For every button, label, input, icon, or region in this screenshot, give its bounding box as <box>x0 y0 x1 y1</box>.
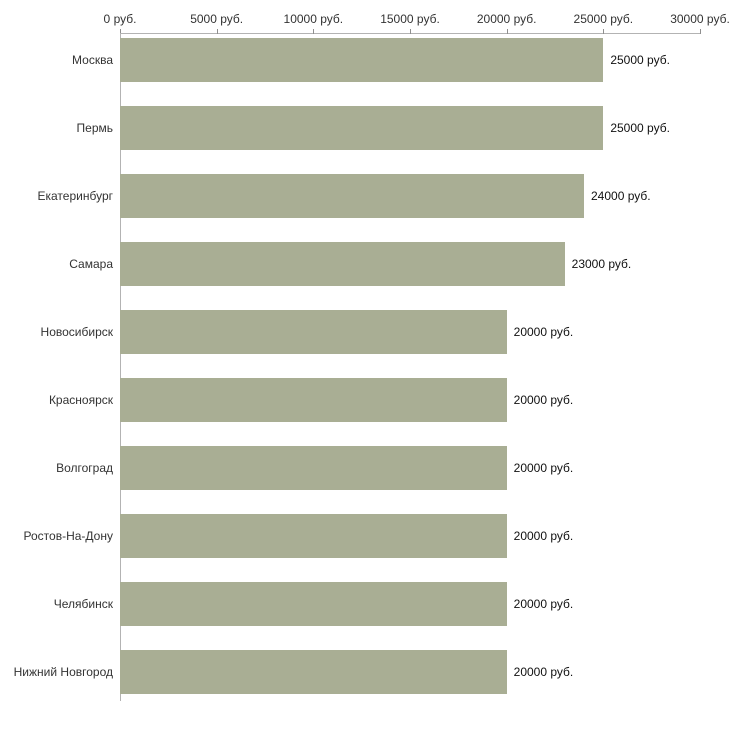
x-axis-tick-label: 10000 руб. <box>283 12 344 26</box>
bar-row: Екатеринбург 24000 руб. <box>0 162 730 230</box>
x-axis-tick <box>603 29 605 34</box>
category-label: Новосибирск <box>40 325 113 339</box>
value-label: 20000 руб. <box>513 529 574 543</box>
value-label: 20000 руб. <box>513 461 574 475</box>
bar[interactable] <box>120 514 507 558</box>
bar[interactable] <box>120 310 507 354</box>
category-label: Красноярск <box>48 393 113 407</box>
bar[interactable] <box>120 582 507 626</box>
bar-row: Нижний Новгород 20000 руб. <box>0 638 730 706</box>
bar[interactable] <box>120 446 507 490</box>
x-axis-tick-label: 0 руб. <box>103 12 137 26</box>
bar[interactable] <box>120 174 584 218</box>
x-axis-tick <box>313 29 315 34</box>
value-label: 20000 руб. <box>513 393 574 407</box>
x-axis: 0 руб. 5000 руб. 10000 руб. 15000 руб. 20000… <box>104 12 730 34</box>
y-axis <box>120 33 121 701</box>
x-axis-tick <box>216 29 218 34</box>
bar[interactable] <box>120 378 507 422</box>
plot-area: Москва 25000 руб. Пермь 25000 руб. Екатеринб… <box>0 26 730 706</box>
bar[interactable] <box>120 650 507 694</box>
x-axis-tick-label: 30000 руб. <box>670 12 730 26</box>
bar[interactable] <box>120 38 604 82</box>
x-axis-tick <box>410 29 411 34</box>
category-label: Нижний Новгород <box>13 665 113 679</box>
category-label: Челябинск <box>53 597 113 611</box>
value-label: 25000 руб. <box>610 53 670 67</box>
category-label: Пермь <box>76 121 113 135</box>
value-label: 25000 руб. <box>610 121 670 135</box>
bar-row: Волгоград 20000 руб. <box>0 434 730 502</box>
x-axis-tick-label: 15000 руб. <box>380 12 440 26</box>
value-label: 20000 руб. <box>513 325 574 339</box>
bar-row: Пермь 25000 руб. <box>0 94 730 162</box>
bar-row: Москва 25000 руб. <box>0 26 730 94</box>
bar[interactable] <box>120 106 604 150</box>
category-label: Екатеринбург <box>37 189 114 203</box>
bar-row: Челябинск 20000 руб. <box>0 570 730 638</box>
bar[interactable] <box>120 242 565 286</box>
x-axis-tick <box>120 29 121 34</box>
bar-row: Новосибирск 20000 руб. <box>0 298 730 366</box>
value-label: 20000 руб. <box>513 665 574 679</box>
value-label: 23000 руб. <box>571 257 632 271</box>
x-axis-tick-label: 5000 руб. <box>190 12 244 26</box>
value-label: 24000 руб. <box>591 189 651 203</box>
category-label: Ростов-На-Дону <box>23 529 113 543</box>
x-axis-tick <box>700 29 701 34</box>
x-axis-tick-label: 20000 руб. <box>476 12 537 26</box>
value-label: 20000 руб. <box>513 597 574 611</box>
category-label: Волгоград <box>56 461 113 475</box>
bar-row: Красноярск 20000 руб. <box>0 366 730 434</box>
category-label: Москва <box>72 53 113 67</box>
bar-row: Ростов-На-Дону 20000 руб. <box>0 502 730 570</box>
category-label: Самара <box>69 257 113 271</box>
x-axis-tick-label: 25000 руб. <box>573 12 634 26</box>
x-axis-tick <box>506 29 508 34</box>
bar-row: Самара 23000 руб. <box>0 230 730 298</box>
